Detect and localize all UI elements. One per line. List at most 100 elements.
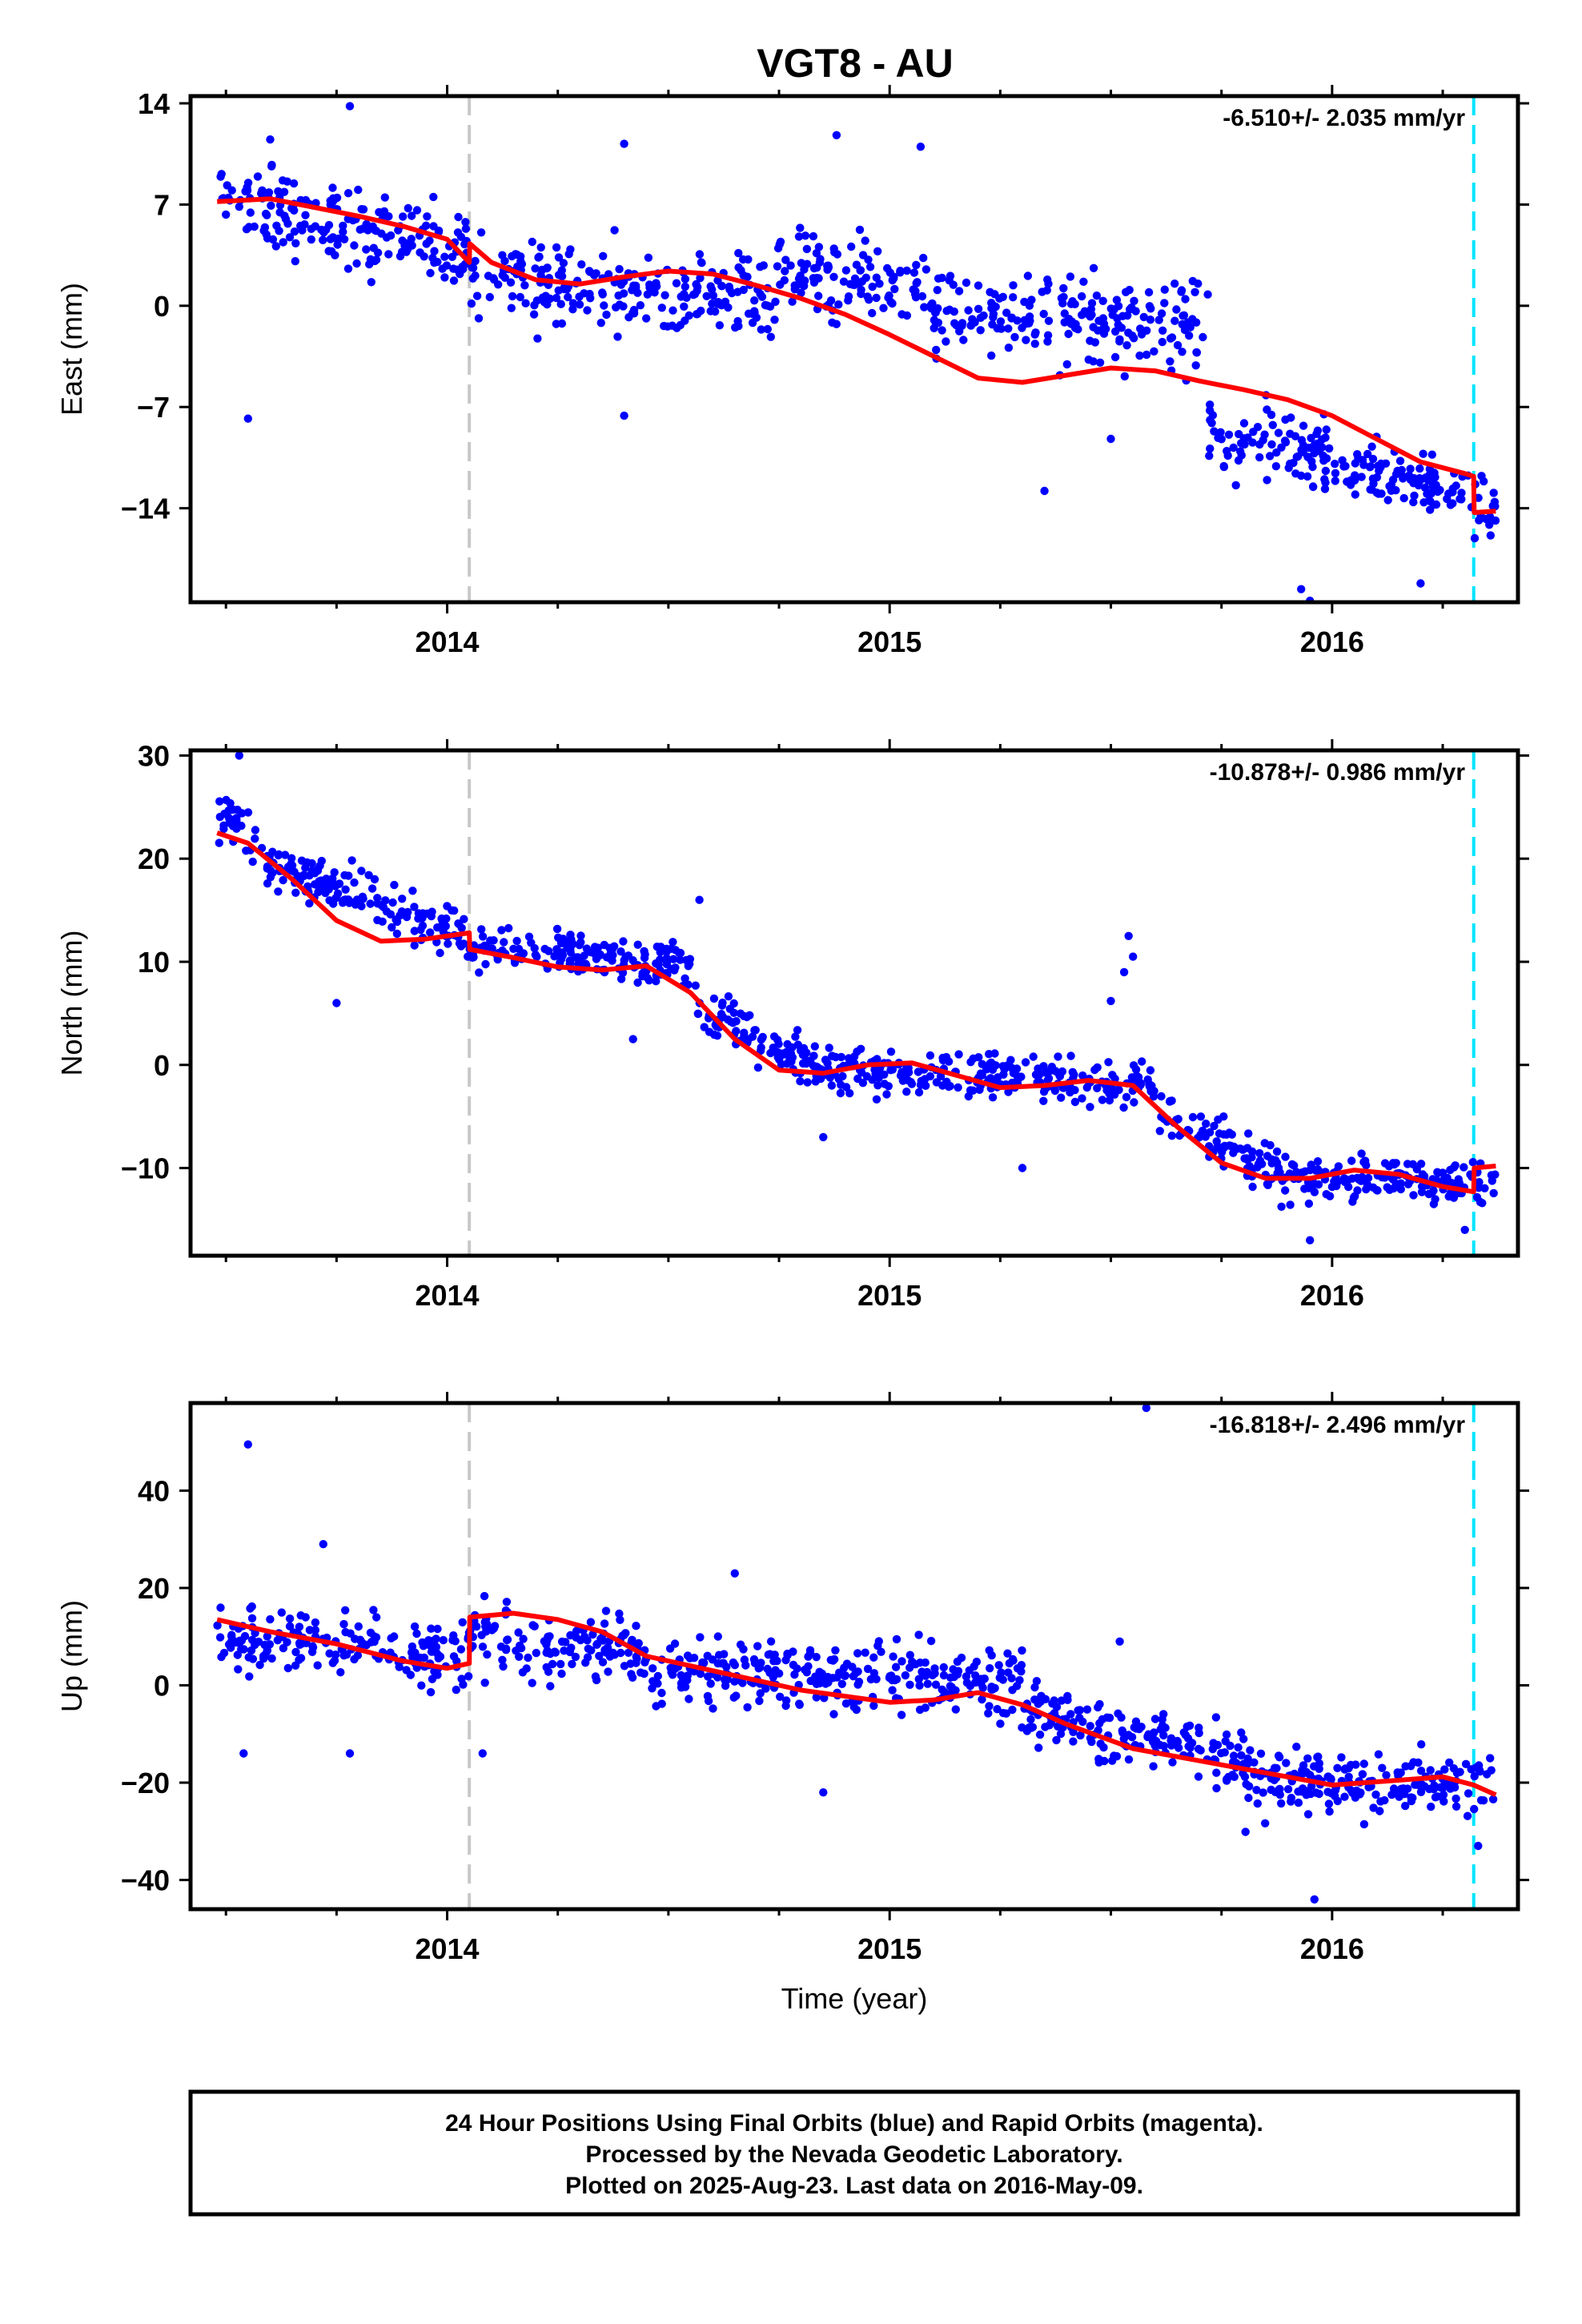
data-point [872,293,881,303]
data-point [1172,305,1181,314]
data-point [1003,1649,1012,1658]
y-tick-label: 14 [138,87,170,120]
data-point [459,1680,468,1689]
data-point [1363,1173,1373,1183]
data-point [662,958,672,967]
data-point [1385,482,1394,491]
data-point [388,898,397,907]
data-point [750,1659,760,1667]
data-point [698,1658,707,1667]
data-point [452,265,462,274]
data-point [644,253,653,262]
data-point [382,907,391,916]
data-point [827,1081,837,1090]
data-point [498,1655,507,1664]
data-point [1034,1071,1043,1080]
data-point [1002,308,1011,317]
data-point [553,949,562,958]
data-point [675,948,684,958]
data-point [832,131,841,139]
north-x-axis: 2014 2015 2016 [224,739,1444,1312]
data-point [995,1673,1005,1683]
east-panel: 2014 2015 2016 14 7 0 −7 −14 East (mm) -6.510+/- … [55,85,1529,658]
data-point [1194,1772,1203,1781]
data-point [1223,1775,1231,1783]
data-point [488,944,496,953]
data-point [974,304,983,313]
data-point [1059,292,1068,301]
data-point [242,225,251,234]
data-point [544,1667,553,1676]
data-point [809,263,819,273]
east-y-axis-label: East (mm) [55,283,88,416]
data-point [1150,1087,1158,1096]
data-point [814,292,823,300]
data-point [1290,1161,1299,1170]
data-point [1139,312,1149,322]
data-point [624,1648,633,1657]
up-y-axis-label: Up (mm) [55,1600,88,1712]
data-point [1043,275,1052,284]
data-point [566,945,575,955]
data-point [974,281,983,290]
data-point [1236,447,1245,456]
data-point [825,1043,833,1052]
data-point [1009,293,1018,302]
data-point [1183,318,1192,327]
data-point [681,275,690,283]
data-point [1407,1796,1416,1806]
data-point [433,1624,442,1634]
data-point [1331,476,1340,485]
data-point [406,1671,416,1679]
data-point [1334,1162,1343,1171]
data-point [545,1632,554,1641]
data-point [422,239,431,248]
data-point [873,247,882,255]
data-point [529,310,539,319]
data-point [636,301,645,310]
data-point [1285,1169,1295,1178]
data-point [1357,472,1366,481]
data-point [1369,1803,1378,1812]
data-point [616,975,626,983]
data-point [460,239,469,249]
data-point [1267,440,1276,449]
data-point [652,959,661,968]
data-point [1343,1176,1352,1185]
data-point [1203,290,1212,299]
data-point [345,1749,355,1758]
data-point [1294,1798,1303,1807]
data-point [536,271,545,279]
data-point [805,1648,815,1658]
data-point [1310,1895,1319,1904]
data-point [1322,1190,1331,1199]
data-point [1245,1162,1255,1171]
data-point [543,1647,552,1655]
data-point [1287,1797,1295,1806]
data-point [766,1048,775,1058]
data-point [1481,514,1491,524]
data-point [350,878,359,887]
data-point [757,292,767,301]
data-point [875,1069,885,1078]
data-point [857,285,865,295]
data-point [905,1680,914,1689]
data-point [1184,1742,1193,1751]
data-point [243,414,252,423]
data-point [454,212,463,222]
data-point [235,751,243,760]
data-point [962,1672,971,1681]
data-point [989,309,998,319]
data-point [1239,1735,1248,1743]
data-point [1150,347,1158,356]
data-point [1399,493,1408,503]
data-point [732,1017,741,1026]
data-point [978,1695,986,1704]
data-point [756,263,765,271]
data-point [669,955,678,963]
data-point [1035,1730,1045,1739]
data-point [239,1749,248,1758]
data-point [253,172,263,181]
data-point [316,876,326,885]
data-point [1268,420,1278,429]
